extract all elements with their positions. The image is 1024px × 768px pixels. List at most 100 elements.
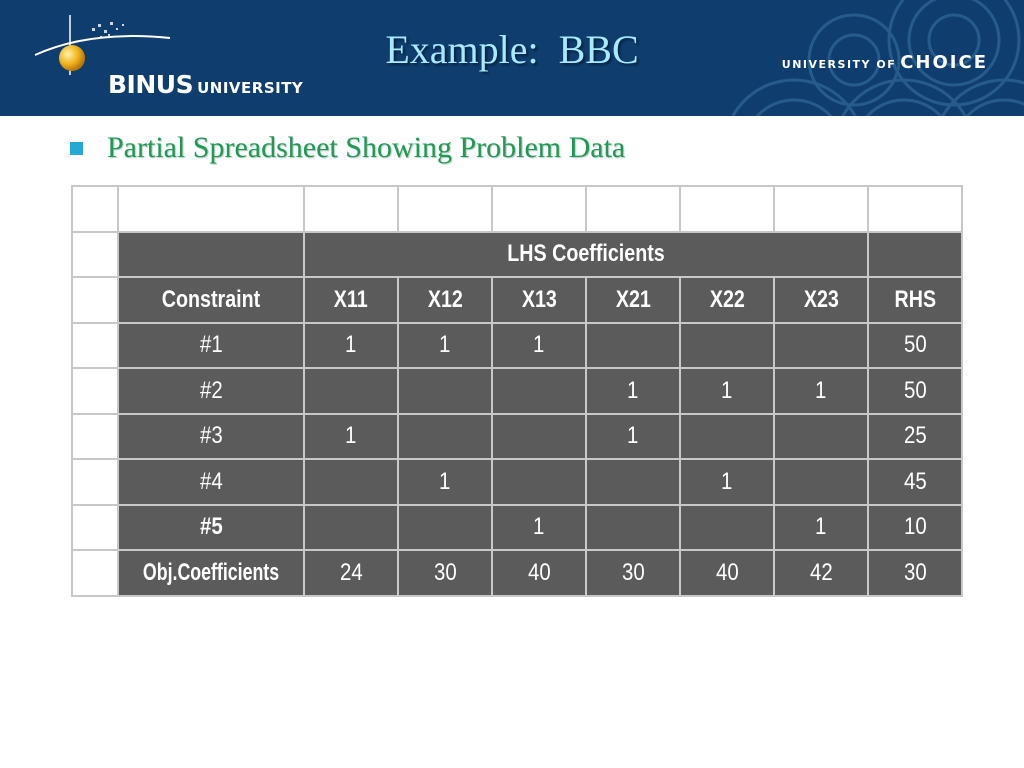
cell[interactable]: 30: [585, 549, 682, 597]
cell[interactable]: 1: [397, 321, 494, 369]
row-label[interactable]: #4: [116, 458, 306, 506]
cell[interactable]: 50: [867, 367, 964, 415]
decorative-arcs: [731, 0, 1024, 116]
header-x11[interactable]: X11: [303, 276, 400, 324]
cell[interactable]: [397, 185, 494, 233]
cell[interactable]: 24: [303, 549, 400, 597]
table-row: #2 1 1 1 50: [71, 367, 964, 415]
cell[interactable]: 30: [867, 549, 964, 597]
group-header-row: LHS Coefficients: [71, 230, 964, 278]
cell[interactable]: 1: [679, 458, 776, 506]
tagline-prefix: UNIVERSITY OF: [781, 58, 897, 71]
cell[interactable]: [71, 458, 119, 506]
spreadsheet-table: LHS Coefficients Constraint X11 X12 X13 …: [71, 185, 964, 597]
cell[interactable]: [585, 503, 682, 551]
cell[interactable]: 1: [773, 503, 870, 551]
cell[interactable]: 30: [397, 549, 494, 597]
cell[interactable]: [116, 185, 306, 233]
header-rhs[interactable]: RHS: [867, 276, 964, 324]
table-row: #5 1 1 10: [71, 503, 964, 551]
cell[interactable]: [679, 412, 776, 460]
objective-row: Obj.Coefficients 24 30 40 30 40 42 30: [71, 549, 964, 597]
header-x23[interactable]: X23: [773, 276, 870, 324]
cell[interactable]: [303, 458, 400, 506]
cell[interactable]: [491, 412, 588, 460]
cell[interactable]: [585, 458, 682, 506]
row-label[interactable]: #5: [116, 503, 306, 551]
cell[interactable]: 1: [397, 458, 494, 506]
cell[interactable]: 1: [679, 367, 776, 415]
cell[interactable]: [71, 321, 119, 369]
cell[interactable]: [397, 367, 494, 415]
cell[interactable]: 1: [303, 321, 400, 369]
row-label[interactable]: Obj.Coefficients: [116, 549, 306, 597]
cell[interactable]: [491, 367, 588, 415]
cell[interactable]: [773, 321, 870, 369]
row-label[interactable]: #3: [116, 412, 306, 460]
cell[interactable]: [867, 185, 964, 233]
cell[interactable]: [867, 230, 964, 278]
cell[interactable]: 1: [773, 367, 870, 415]
tagline-word: CHOICE: [900, 52, 988, 73]
header-constraint[interactable]: Constraint: [116, 276, 306, 324]
cell[interactable]: [303, 503, 400, 551]
cell[interactable]: 1: [585, 367, 682, 415]
cell[interactable]: [679, 185, 776, 233]
cell[interactable]: [773, 458, 870, 506]
cell[interactable]: [116, 230, 306, 278]
cell[interactable]: 45: [867, 458, 964, 506]
header-x22[interactable]: X22: [679, 276, 776, 324]
cell[interactable]: [585, 185, 682, 233]
cell[interactable]: [773, 412, 870, 460]
header-x21[interactable]: X21: [585, 276, 682, 324]
row-label[interactable]: #1: [116, 321, 306, 369]
cell[interactable]: 25: [867, 412, 964, 460]
cell[interactable]: 1: [585, 412, 682, 460]
cell[interactable]: [71, 276, 119, 324]
cell[interactable]: 40: [491, 549, 588, 597]
lhs-coefficients-header[interactable]: LHS Coefficients: [303, 230, 870, 278]
bullet-item: Partial Spreadsheet Showing Problem Data: [70, 128, 625, 168]
cell[interactable]: [303, 367, 400, 415]
column-header-row: Constraint X11 X12 X13 X21 X22 X23 RHS: [71, 276, 964, 324]
slide-title: Example: BBC: [385, 27, 639, 72]
blank-row: [71, 185, 964, 233]
cell[interactable]: [491, 185, 588, 233]
cell[interactable]: 1: [491, 321, 588, 369]
cell[interactable]: [71, 412, 119, 460]
header-banner: BINUS UNIVERSITY Example: BBC UNIVERSITY …: [0, 0, 1024, 116]
binus-logo: BINUS UNIVERSITY: [30, 10, 310, 105]
cell[interactable]: [679, 321, 776, 369]
brand-name: BINUS: [108, 70, 194, 99]
cell[interactable]: 40: [679, 549, 776, 597]
cell[interactable]: 50: [867, 321, 964, 369]
tagline: UNIVERSITY OF CHOICE: [782, 52, 988, 73]
cell[interactable]: [71, 230, 119, 278]
brand-suffix: UNIVERSITY: [197, 79, 304, 97]
globe-icon: [59, 45, 85, 71]
cell[interactable]: [71, 549, 119, 597]
cell[interactable]: [397, 503, 494, 551]
cell[interactable]: [491, 458, 588, 506]
cell[interactable]: [303, 185, 400, 233]
cell[interactable]: 1: [491, 503, 588, 551]
brand-wordmark: BINUS UNIVERSITY: [108, 70, 303, 99]
cell[interactable]: [397, 412, 494, 460]
header-x13[interactable]: X13: [491, 276, 588, 324]
table-row: #4 1 1 45: [71, 458, 964, 506]
cell[interactable]: 1: [303, 412, 400, 460]
bullet-square-icon: [70, 141, 83, 155]
table-row: #1 1 1 1 50: [71, 321, 964, 369]
cell[interactable]: [71, 367, 119, 415]
cell[interactable]: [585, 321, 682, 369]
header-x12[interactable]: X12: [397, 276, 494, 324]
bullet-text: Partial Spreadsheet Showing Problem Data: [107, 131, 626, 164]
cell[interactable]: [679, 503, 776, 551]
cell[interactable]: [71, 185, 119, 233]
cell[interactable]: [773, 185, 870, 233]
table-row: #3 1 1 25: [71, 412, 964, 460]
row-label[interactable]: #2: [116, 367, 306, 415]
cell[interactable]: [71, 503, 119, 551]
cell[interactable]: 42: [773, 549, 870, 597]
cell[interactable]: 10: [867, 503, 964, 551]
